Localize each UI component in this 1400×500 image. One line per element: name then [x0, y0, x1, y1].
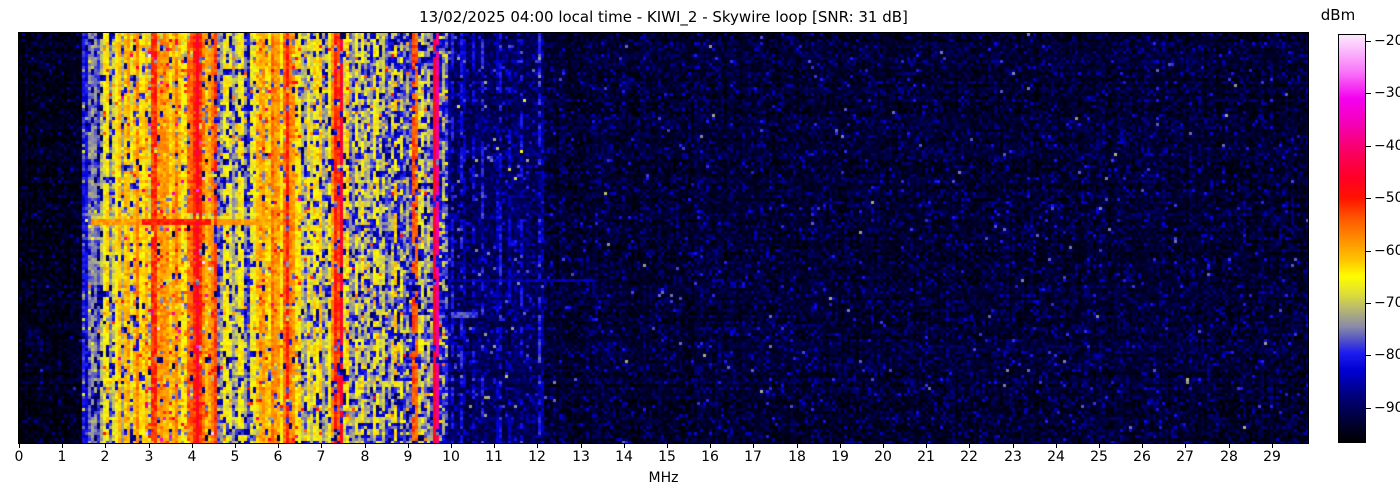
x-tick-mark — [1272, 444, 1273, 448]
x-tick-mark — [1056, 444, 1057, 448]
x-tick-label: 2 — [100, 449, 110, 465]
x-tick-mark — [365, 444, 366, 448]
plot-title: 13/02/2025 04:00 local time - KIWI_2 - S… — [419, 8, 908, 26]
x-tick-label: 3 — [144, 449, 154, 465]
x-tick-mark — [797, 444, 798, 448]
colorbar-tick-label: −90 — [1374, 400, 1400, 416]
x-tick-label: 10 — [442, 449, 460, 465]
x-tick-label: 4 — [187, 449, 197, 465]
x-tick-label: 19 — [831, 449, 849, 465]
x-tick-mark — [321, 444, 322, 448]
colorbar-tick-label: −60 — [1374, 243, 1400, 259]
colorbar-tick-label: −80 — [1374, 347, 1400, 363]
x-tick-label: 15 — [658, 449, 676, 465]
colorbar-tick-mark — [1366, 408, 1371, 409]
x-tick-mark — [278, 444, 279, 448]
spectrogram-canvas — [19, 33, 1308, 443]
x-tick-label: 27 — [1176, 449, 1194, 465]
x-tick-mark — [1229, 444, 1230, 448]
x-tick-mark — [62, 444, 63, 448]
colorbar-tick-mark — [1366, 303, 1371, 304]
x-tick-mark — [537, 444, 538, 448]
x-tick-label: 20 — [874, 449, 892, 465]
x-tick-label: 29 — [1263, 449, 1281, 465]
colorbar-tick-mark — [1366, 251, 1371, 252]
colorbar-tick-mark — [1366, 146, 1371, 147]
x-tick-label: 22 — [960, 449, 978, 465]
x-tick-label: 8 — [360, 449, 370, 465]
x-tick-label: 5 — [230, 449, 240, 465]
colorbar-tick-label: −20 — [1374, 33, 1400, 49]
x-tick-label: 17 — [744, 449, 762, 465]
x-tick-label: 16 — [701, 449, 719, 465]
x-tick-mark — [451, 444, 452, 448]
colorbar-tick-mark — [1366, 355, 1371, 356]
x-tick-mark — [1185, 444, 1186, 448]
x-tick-mark — [667, 444, 668, 448]
x-tick-label: 23 — [1004, 449, 1022, 465]
x-tick-mark — [408, 444, 409, 448]
x-tick-mark — [624, 444, 625, 448]
x-tick-label: 9 — [403, 449, 413, 465]
x-tick-mark — [235, 444, 236, 448]
x-tick-label: 1 — [57, 449, 67, 465]
x-tick-mark — [1142, 444, 1143, 448]
x-tick-mark — [883, 444, 884, 448]
colorbar-unit-label: dBm — [1320, 6, 1356, 24]
colorbar-tick-label: −40 — [1374, 138, 1400, 154]
x-tick-mark — [840, 444, 841, 448]
x-tick-label: 26 — [1133, 449, 1151, 465]
x-tick-label: 28 — [1220, 449, 1238, 465]
x-tick-mark — [1099, 444, 1100, 448]
x-tick-mark — [494, 444, 495, 448]
x-tick-label: 14 — [615, 449, 633, 465]
colorbar-tick-mark — [1366, 93, 1371, 94]
x-tick-mark — [192, 444, 193, 448]
x-tick-label: 11 — [485, 449, 503, 465]
x-tick-mark — [581, 444, 582, 448]
x-tick-mark — [1013, 444, 1014, 448]
x-tick-mark — [105, 444, 106, 448]
x-tick-mark — [149, 444, 150, 448]
colorbar-tick-label: −70 — [1374, 295, 1400, 311]
colorbar-canvas — [1339, 35, 1365, 442]
x-tick-mark — [926, 444, 927, 448]
x-tick-label: 13 — [572, 449, 590, 465]
x-tick-mark — [753, 444, 754, 448]
x-axis-label: MHz — [648, 470, 679, 486]
colorbar-tick-mark — [1366, 41, 1371, 42]
plot-area — [18, 32, 1309, 444]
colorbar-tick-mark — [1366, 198, 1371, 199]
colorbar — [1338, 34, 1366, 443]
x-tick-label: 7 — [316, 449, 326, 465]
x-tick-mark — [710, 444, 711, 448]
x-tick-label: 25 — [1090, 449, 1108, 465]
x-tick-label: 0 — [14, 449, 24, 465]
colorbar-tick-label: −30 — [1374, 85, 1400, 101]
x-tick-label: 18 — [788, 449, 806, 465]
x-tick-label: 12 — [528, 449, 546, 465]
x-tick-label: 6 — [273, 449, 283, 465]
x-tick-label: 21 — [917, 449, 935, 465]
x-tick-mark — [969, 444, 970, 448]
colorbar-tick-label: −50 — [1374, 190, 1400, 206]
x-tick-mark — [19, 444, 20, 448]
x-tick-label: 24 — [1047, 449, 1065, 465]
